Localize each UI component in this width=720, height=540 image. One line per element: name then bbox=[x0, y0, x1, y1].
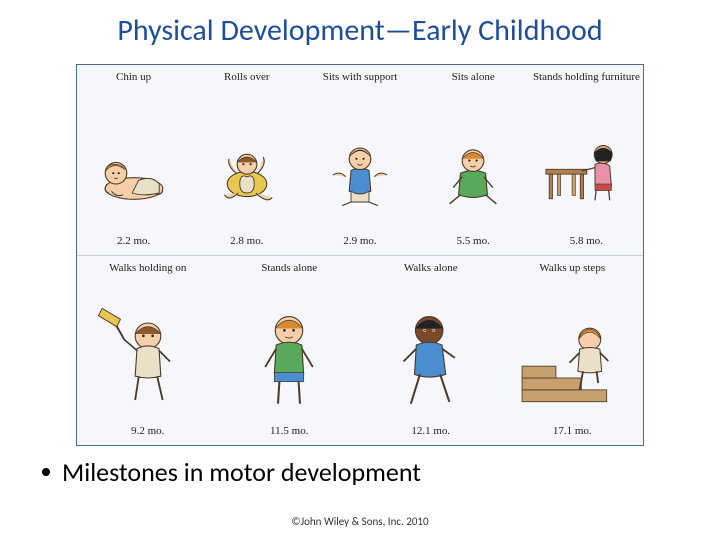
milestone-label: Rolls over bbox=[224, 71, 270, 97]
milestone-age: 2.9 mo. bbox=[343, 235, 376, 247]
slide-title: Physical Development—Early Childhood bbox=[0, 12, 720, 49]
milestone-rolls-over: Rolls over 2.8 mo. bbox=[190, 65, 303, 255]
milestone-age: 17.1 mo. bbox=[553, 425, 592, 437]
milestone-sits-alone: Sits alone 5.5 mo. bbox=[417, 65, 530, 255]
milestone-age: 5.5 mo. bbox=[457, 235, 490, 247]
milestone-label: Sits with support bbox=[323, 71, 398, 97]
bullet-text: Milestones in motor development bbox=[62, 456, 421, 488]
milestone-age: 2.2 mo. bbox=[117, 235, 150, 247]
milestone-age: 5.8 mo. bbox=[570, 235, 603, 247]
illustration-sits-support bbox=[305, 97, 414, 235]
milestone-age: 2.8 mo. bbox=[230, 235, 263, 247]
milestone-stands-furniture: Stands holding furniture bbox=[530, 65, 643, 255]
milestone-walks-holding: Walks holding on bbox=[77, 256, 219, 446]
illustration-walks-alone bbox=[362, 288, 500, 426]
illustration-stands-alone bbox=[221, 288, 359, 426]
milestone-chin-up: Chin up 2 bbox=[77, 65, 190, 255]
illustration-stands-furniture bbox=[532, 97, 641, 235]
milestone-label: Walks up steps bbox=[539, 262, 605, 288]
illustration-rolls-over bbox=[192, 97, 301, 235]
milestone-age: 9.2 mo. bbox=[131, 425, 164, 437]
milestone-label: Stands alone bbox=[261, 262, 317, 288]
bullet-line: Milestones in motor development bbox=[42, 456, 421, 488]
milestone-label: Walks holding on bbox=[109, 262, 186, 288]
milestone-sits-support: Sits with support bbox=[303, 65, 416, 255]
milestone-walks-alone: Walks alone bbox=[360, 256, 502, 446]
milestone-stands-alone: Stands alone bbox=[219, 256, 361, 446]
milestone-age: 12.1 mo. bbox=[411, 425, 450, 437]
illustration-walks-holding bbox=[79, 288, 217, 426]
milestone-label: Chin up bbox=[116, 71, 151, 97]
copyright-text: ©John Wiley & Sons, Inc. 2010 bbox=[0, 515, 720, 528]
illustration-sits-alone bbox=[419, 97, 528, 235]
milestone-label: Walks alone bbox=[404, 262, 458, 288]
milestone-age: 11.5 mo. bbox=[270, 425, 308, 437]
illustration-walks-steps bbox=[504, 288, 642, 426]
milestones-figure: Chin up 2 bbox=[76, 64, 644, 446]
figure-row-2: Walks holding on bbox=[77, 255, 643, 446]
milestone-label: Stands holding furniture bbox=[533, 71, 640, 97]
milestone-walks-steps: Walks up steps bbox=[502, 256, 644, 446]
bullet-dot-icon bbox=[42, 468, 50, 476]
illustration-chin-up bbox=[79, 97, 188, 235]
milestone-label: Sits alone bbox=[452, 71, 495, 97]
figure-row-1: Chin up 2 bbox=[77, 65, 643, 255]
